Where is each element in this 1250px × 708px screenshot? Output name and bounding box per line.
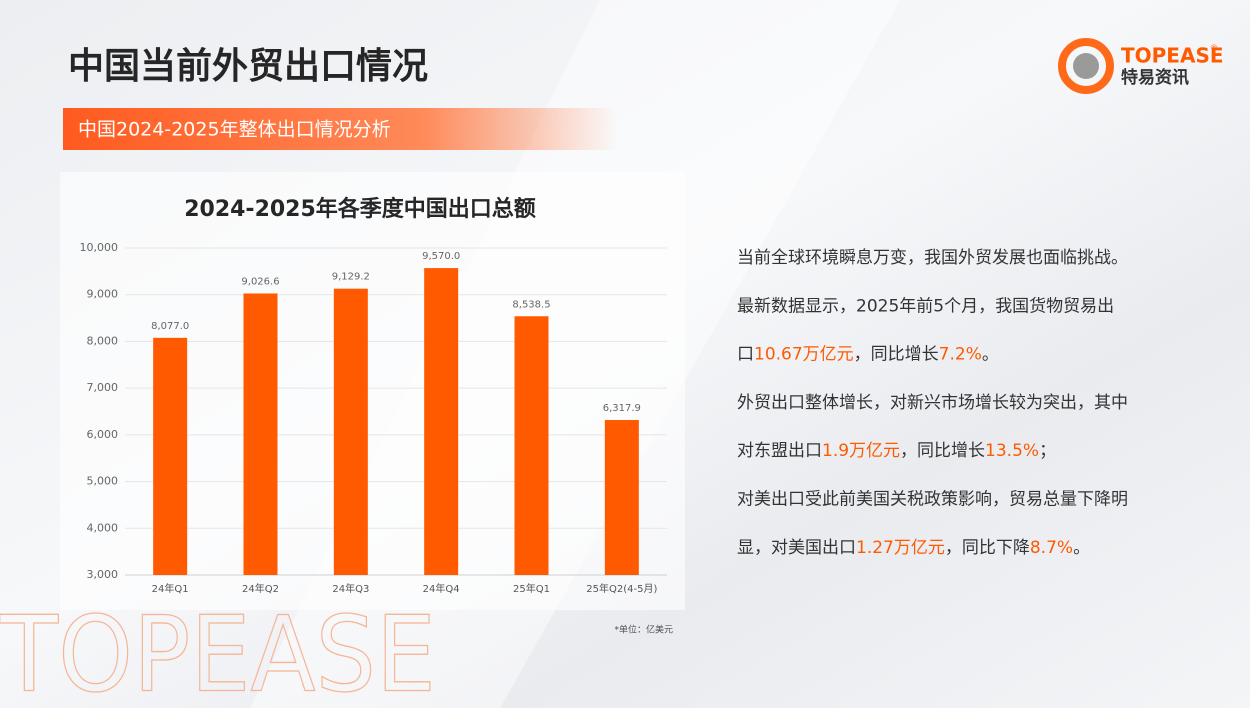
highlight-text: 13.5%: [985, 441, 1039, 461]
x-tick-label: 25年Q1: [513, 582, 550, 595]
x-tick-label: 24年Q4: [423, 582, 460, 595]
bar: [333, 288, 368, 575]
y-tick-label: 7,000: [87, 381, 119, 394]
text-span: 显，对美国出口: [737, 538, 856, 558]
highlight-text: 8.7%: [1030, 538, 1073, 558]
logo: TOPEASE ® 特易资讯: [1058, 38, 1224, 94]
value-label: 9,129.2: [332, 272, 370, 283]
text-span: 当前全球环境瞬息万变，我国外贸发展也面临挑战。: [737, 248, 1128, 268]
text-span: 最新数据显示，2025年前5个月，我国货物贸易出: [737, 296, 1114, 316]
y-tick-label: 10,000: [80, 241, 119, 254]
x-tick-label: 24年Q3: [332, 582, 369, 595]
bar: [514, 316, 549, 575]
chart-title: 2024-2025年各季度中国出口总额: [184, 196, 536, 222]
text-span: ；: [1039, 441, 1056, 461]
logo-mark: ®: [1210, 44, 1218, 53]
x-tick-label: 24年Q1: [152, 582, 189, 595]
text-span: 对东盟出口: [737, 441, 822, 461]
y-tick-label: 4,000: [87, 521, 119, 534]
highlight-text: 10.67万亿元: [754, 345, 854, 365]
value-label: 6,317.9: [603, 403, 641, 414]
text-span: ，同比下降: [945, 538, 1030, 558]
paragraph-line: 对东盟出口1.9万亿元，同比增长13.5%；: [737, 441, 1056, 461]
bar: [153, 337, 188, 575]
y-tick-label: 3,000: [87, 568, 119, 581]
paragraph-line: 对美出口受此前美国关税政策影响，贸易总量下降明: [737, 490, 1128, 510]
text-span: 外贸出口整体增长，对新兴市场增长较为突出，其中: [737, 393, 1128, 413]
bar: [243, 293, 278, 575]
paragraph-line: 外贸出口整体增长，对新兴市场增长较为突出，其中: [737, 393, 1128, 413]
slide-title: 中国当前外贸出口情况: [68, 46, 428, 87]
text-span: 。: [982, 345, 999, 365]
y-tick-label: 8,000: [87, 334, 119, 347]
unit-note: *单位：亿美元: [614, 624, 673, 636]
value-label: 8,077.0: [151, 321, 189, 332]
bar: [604, 420, 639, 575]
highlight-text: 1.9万亿元: [822, 441, 900, 461]
x-tick-label: 25年Q2(4-5月): [586, 582, 657, 595]
bar: [424, 268, 459, 575]
paragraph-line: 显，对美国出口1.27万亿元，同比下降8.7%。: [737, 538, 1090, 558]
paragraph-line: 口10.67万亿元，同比增长7.2%。: [737, 345, 999, 365]
value-label: 8,538.5: [512, 299, 550, 310]
y-tick-label: 6,000: [87, 428, 119, 441]
logo-core: [1073, 53, 1099, 79]
value-label: 9,026.6: [241, 276, 279, 287]
text-span: ，同比增长: [854, 345, 939, 365]
paragraph-line: 最新数据显示，2025年前5个月，我国货物贸易出: [737, 296, 1114, 316]
logo-name: 特易资讯: [1121, 67, 1189, 88]
subtitle: 中国2024-2025年整体出口情况分析: [78, 119, 391, 141]
x-tick-label: 24年Q2: [242, 582, 279, 595]
highlight-text: 1.27万亿元: [856, 538, 945, 558]
logo-ring: [1058, 38, 1114, 94]
text-span: 。: [1073, 538, 1090, 558]
text-span: 对美出口受此前美国关税政策影响，贸易总量下降明: [737, 490, 1128, 510]
watermark: TOPEASE: [0, 593, 436, 708]
paragraph-line: 当前全球环境瞬息万变，我国外贸发展也面临挑战。: [737, 248, 1128, 268]
y-tick-label: 5,000: [87, 475, 119, 488]
body-text: 当前全球环境瞬息万变，我国外贸发展也面临挑战。最新数据显示，2025年前5个月，…: [737, 248, 1128, 558]
highlight-text: 7.2%: [939, 345, 982, 365]
logo-brand: TOPEASE: [1121, 44, 1224, 68]
value-label: 9,570.0: [422, 251, 460, 262]
text-span: ，同比增长: [900, 441, 985, 461]
y-tick-label: 9,000: [87, 288, 119, 301]
text-span: 口: [737, 345, 754, 365]
subtitle-bar: [63, 108, 618, 150]
